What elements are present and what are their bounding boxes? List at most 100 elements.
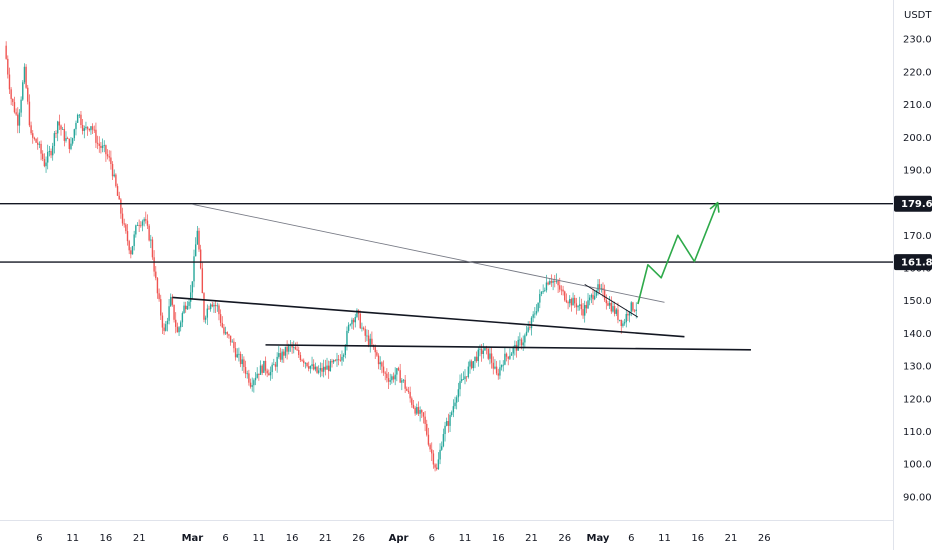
candle-body [180,322,182,328]
time-tick-label: 11 [253,533,266,544]
candle-body [58,121,61,126]
candle-body [374,347,376,353]
time-axis[interactable]: 6 11 16 21 Mar 6 11 16 21 26 Apr 6 11 16 21 26 May 6 11 16 2… [36,533,770,544]
candle-body [271,364,273,372]
candle-body [352,319,355,323]
candle-body [615,309,617,314]
candle-body [399,370,401,383]
candle-body [298,350,300,356]
candle-body [278,353,280,357]
candle-body [337,359,340,361]
candle-body [249,382,252,387]
candle-body [211,304,213,307]
candle-body [191,281,194,293]
candle-body [101,145,104,148]
candle-body [442,434,445,447]
candle-body [607,303,609,306]
price-tick-label: 150.00 [903,296,932,307]
candle-body [462,379,465,380]
price-tick-label: 210.00 [903,100,932,111]
candle-body [580,304,583,310]
candle-body [469,361,471,367]
time-tick-label: 21 [133,533,146,544]
candle-body [588,297,591,301]
candle-body [386,373,388,379]
candle-body [446,421,448,426]
candle-body [480,348,483,355]
candle-body [344,346,346,355]
candle-body [394,374,396,380]
candle-body [484,347,486,351]
time-tick-label: Mar [182,533,204,544]
candle-body [126,231,129,242]
candle-body [603,289,606,300]
candle-body [183,305,185,314]
candle-body [13,102,16,113]
candle-body [572,297,574,306]
candle-body [283,351,285,356]
candle-body [261,365,263,373]
candle-body [554,280,556,282]
candle-body [27,87,29,102]
candle-body [65,138,67,141]
candle-body [331,361,333,363]
candle-body [555,280,558,282]
price-tick-label: 110.00 [903,427,932,438]
candle-body [605,299,608,304]
candle-body [598,284,601,289]
candle-body [256,373,258,378]
time-tick-label: 6 [628,533,634,544]
price-tick-label: 100.00 [903,460,932,471]
candle-body [198,230,200,250]
candle-body [593,295,596,300]
price-tick-label: 170.00 [903,231,932,242]
candle-body [439,449,441,460]
candle-body [514,344,516,348]
candle-body [100,145,102,148]
candle-body [392,376,395,380]
candle-body [103,145,105,146]
price-tick-label: 140.00 [903,329,932,340]
candle-body [176,326,179,333]
candle-body [91,126,94,130]
candle-body [228,334,230,336]
candle-body [303,360,305,364]
candle-body [630,302,632,312]
candle-body [196,230,199,245]
candle-body [529,327,531,329]
candle-body [259,365,262,375]
candle-body [416,407,418,414]
candle-body [329,361,332,372]
candle-body [579,304,581,306]
candle-body [434,464,436,468]
candle-body [83,128,85,131]
candle-body [414,407,416,414]
candle-body [244,367,247,374]
candle-body [327,365,330,372]
candle-body [494,366,496,369]
price-level-badge [894,254,932,271]
candle-body [279,353,282,360]
candle-body [138,225,140,226]
candle-body [185,305,187,310]
candle-body [620,319,622,327]
candle-body [495,366,498,374]
candle-body [251,385,253,387]
candle-body [229,335,232,343]
candle-body [574,297,576,304]
time-tick-label: 21 [725,533,738,544]
candle-body [602,288,604,290]
candle-body [391,376,393,381]
candle-body [85,126,87,129]
candle-body [273,364,275,366]
candle-body [419,410,421,414]
candle-body [454,402,456,407]
candle-body [231,341,233,343]
price-axis[interactable]: 230.00220.00210.00200.00190.00180.00170.… [894,35,932,504]
candle-body [5,45,7,59]
candle-body [539,294,541,303]
candle-body [585,304,588,309]
trendline [584,284,639,318]
